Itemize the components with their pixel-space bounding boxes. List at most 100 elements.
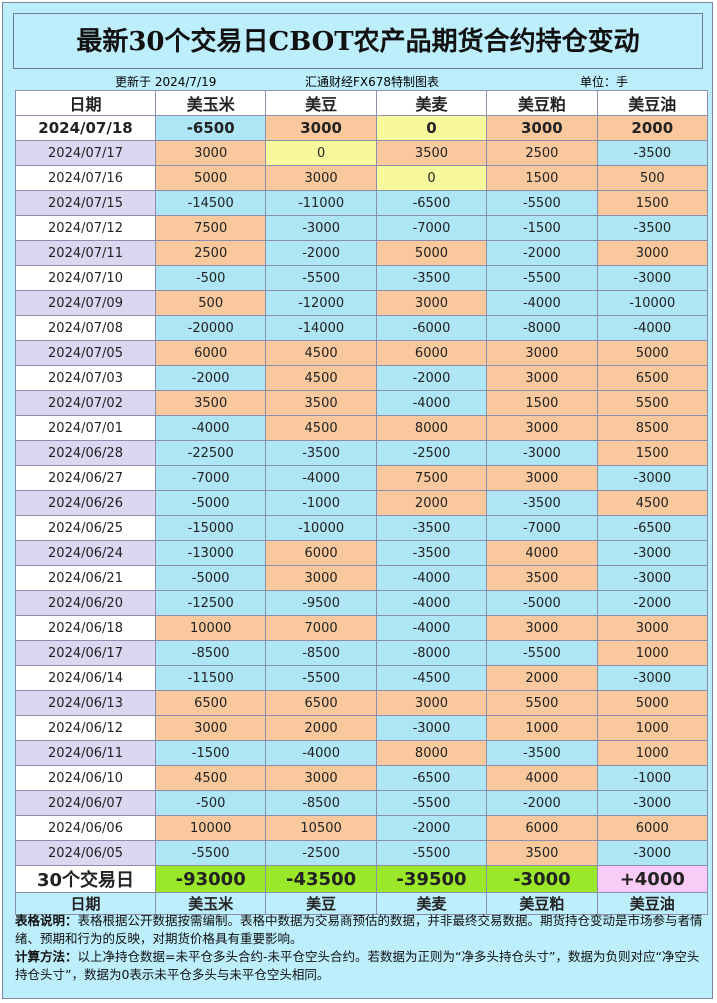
data-row: 2024/06/24 -13000 6000 -3500 4000 -3000 bbox=[15, 540, 709, 566]
date-cell: 2024/06/17 bbox=[15, 640, 156, 666]
value-cell: 8000 bbox=[375, 740, 488, 766]
value-cell: -3500 bbox=[265, 440, 377, 466]
value-cell: 6000 bbox=[265, 540, 377, 566]
value-cell: -12000 bbox=[265, 290, 377, 316]
data-row: 2024/06/18 10000 7000 -4000 3000 3000 bbox=[15, 615, 709, 641]
value-cell: -3000 bbox=[596, 565, 709, 591]
value-cell: 2500 bbox=[486, 140, 598, 166]
value-cell: -5000 bbox=[486, 590, 598, 616]
value-cell: 3000 bbox=[486, 415, 598, 441]
value-cell: -6500 bbox=[596, 515, 709, 541]
value-cell: -5000 bbox=[154, 490, 267, 516]
value-cell: 3000 bbox=[265, 115, 377, 141]
value-cell: 5500 bbox=[486, 690, 598, 716]
value-cell: -6500 bbox=[375, 190, 488, 216]
value-cell: -2000 bbox=[265, 240, 377, 266]
value-cell: 5000 bbox=[154, 165, 267, 191]
value-cell: -5500 bbox=[486, 640, 598, 666]
value-cell: -4000 bbox=[375, 590, 488, 616]
value-cell: 6000 bbox=[596, 815, 709, 841]
value-cell: 5000 bbox=[596, 340, 709, 366]
value-cell: -3000 bbox=[596, 465, 709, 491]
date-cell: 2024/07/16 bbox=[15, 165, 156, 191]
date-cell: 2024/07/10 bbox=[15, 265, 156, 291]
subheader: 更新于 2024/7/19 汇通财经FX678特制图表 单位：手 bbox=[15, 71, 708, 89]
value-cell: 3000 bbox=[265, 165, 377, 191]
column-footer: 日期 bbox=[15, 892, 156, 915]
value-cell: -3000 bbox=[265, 215, 377, 241]
value-cell: -3000 bbox=[486, 440, 598, 466]
value-cell: -11500 bbox=[154, 665, 267, 691]
value-cell: 3000 bbox=[154, 140, 267, 166]
header-row: 日期 美玉米 美豆 美麦 美豆粕 美豆油 bbox=[15, 90, 709, 116]
value-cell: 2500 bbox=[154, 240, 267, 266]
value-cell: 7500 bbox=[154, 215, 267, 241]
data-row: 2024/07/16 5000 3000 0 1500 500 bbox=[15, 165, 709, 191]
data-row: 2024/06/10 4500 3000 -6500 4000 -1000 bbox=[15, 765, 709, 791]
data-row: 2024/07/11 2500 -2000 5000 -2000 3000 bbox=[15, 240, 709, 266]
value-cell: -6500 bbox=[154, 115, 267, 141]
table: 日期 美玉米 美豆 美麦 美豆粕 美豆油 2024/07/18 -6500 3000 0 3000 2… bbox=[15, 90, 709, 915]
data-row: 2024/07/01 -4000 4500 8000 3000 8500 bbox=[15, 415, 709, 441]
value-cell: 500 bbox=[154, 290, 267, 316]
value-cell: 3000 bbox=[486, 115, 598, 141]
value-cell: 7000 bbox=[265, 615, 377, 641]
value-cell: 1000 bbox=[596, 740, 709, 766]
value-cell: -13000 bbox=[154, 540, 267, 566]
value-cell: -3000 bbox=[375, 715, 488, 741]
value-cell: -4000 bbox=[154, 415, 267, 441]
value-cell: -7000 bbox=[375, 215, 488, 241]
value-cell: 3000 bbox=[486, 340, 598, 366]
value-cell: -2000 bbox=[375, 365, 488, 391]
value-cell: -14000 bbox=[265, 315, 377, 341]
data-row: 2024/06/13 6500 6500 3000 5500 5000 bbox=[15, 690, 709, 716]
value-cell: -8000 bbox=[486, 315, 598, 341]
date-cell: 2024/07/12 bbox=[15, 215, 156, 241]
value-cell: -7000 bbox=[154, 465, 267, 491]
date-cell: 2024/06/18 bbox=[15, 615, 156, 641]
value-cell: 3000 bbox=[486, 365, 598, 391]
value-cell: -9500 bbox=[265, 590, 377, 616]
date-cell: 2024/06/21 bbox=[15, 565, 156, 591]
value-cell: -1500 bbox=[154, 740, 267, 766]
data-row: 2024/07/10 -500 -5500 -3500 -5500 -3000 bbox=[15, 265, 709, 291]
data-row: 2024/07/18 -6500 3000 0 3000 2000 bbox=[15, 115, 709, 141]
value-cell: 4500 bbox=[265, 415, 377, 441]
value-cell: -12500 bbox=[154, 590, 267, 616]
column-footer: 美豆粕 bbox=[486, 892, 598, 915]
date-cell: 2024/07/08 bbox=[15, 315, 156, 341]
value-cell: -5500 bbox=[486, 190, 598, 216]
value-cell: 3500 bbox=[486, 840, 598, 866]
total-row: 30个交易日 -93000 -43500 -39500 -3000 +4000 bbox=[15, 865, 709, 893]
value-cell: -10000 bbox=[596, 290, 709, 316]
unit: 单位：手 bbox=[580, 75, 629, 89]
value-cell: 4000 bbox=[486, 765, 598, 791]
data-row: 2024/06/28 -22500 -3500 -2500 -3000 1500 bbox=[15, 440, 709, 466]
value-cell: -5000 bbox=[154, 565, 267, 591]
value-cell: -5500 bbox=[486, 265, 598, 291]
value-cell: 2000 bbox=[375, 490, 488, 516]
value-cell: -2000 bbox=[486, 240, 598, 266]
value-cell: -5500 bbox=[375, 840, 488, 866]
note: 计算方法：以上净持仓数据=未平仓多头合约-未平仓空头合约。若数据为正则为“净多头… bbox=[15, 948, 705, 984]
data-row: 2024/07/03 -2000 4500 -2000 3000 6500 bbox=[15, 365, 709, 391]
date-cell: 2024/06/27 bbox=[15, 465, 156, 491]
value-cell: 6500 bbox=[596, 365, 709, 391]
value-cell: -4000 bbox=[486, 290, 598, 316]
notes: 表格说明：表格根据公开数据按需编制。表格中数据为交易商预估的数据，并非最终交易数… bbox=[15, 912, 705, 984]
note-label: 计算方法： bbox=[15, 949, 78, 964]
value-cell: 5000 bbox=[596, 690, 709, 716]
value-cell: 1500 bbox=[596, 190, 709, 216]
data-row: 2024/06/27 -7000 -4000 7500 3000 -3000 bbox=[15, 465, 709, 491]
value-cell: 3000 bbox=[154, 715, 267, 741]
value-cell: -3500 bbox=[375, 540, 488, 566]
value-cell: -4500 bbox=[375, 665, 488, 691]
column-header: 美麦 bbox=[375, 90, 488, 116]
date-cell: 2024/06/14 bbox=[15, 665, 156, 691]
date-cell: 2024/07/17 bbox=[15, 140, 156, 166]
data-row: 2024/06/25 -15000 -10000 -3500 -7000 -6500 bbox=[15, 515, 709, 541]
date-cell: 2024/07/03 bbox=[15, 365, 156, 391]
value-cell: 3000 bbox=[375, 290, 488, 316]
total-cell: -39500 bbox=[375, 865, 488, 893]
value-cell: -11000 bbox=[265, 190, 377, 216]
